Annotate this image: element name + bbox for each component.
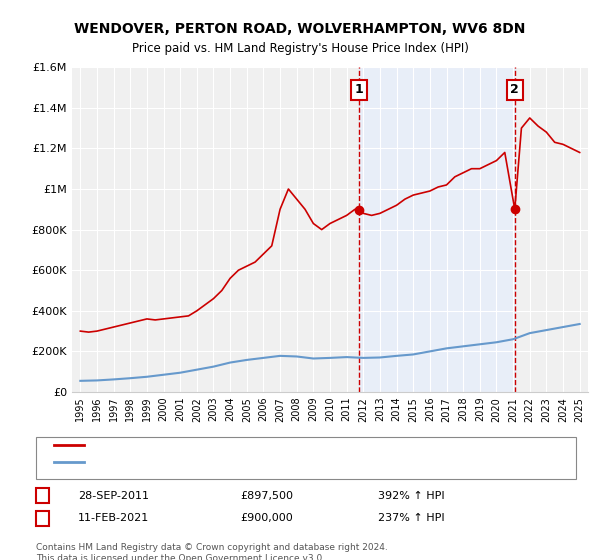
Text: 1: 1: [39, 491, 46, 501]
Text: WENDOVER, PERTON ROAD, WOLVERHAMPTON, WV6 8DN: WENDOVER, PERTON ROAD, WOLVERHAMPTON, WV…: [74, 22, 526, 36]
Text: WENDOVER, PERTON ROAD, WOLVERHAMPTON, WV6 8DN (detached house): WENDOVER, PERTON ROAD, WOLVERHAMPTON, WV…: [90, 440, 464, 450]
Text: HPI: Average price, detached house, Wolverhampton: HPI: Average price, detached house, Wolv…: [90, 457, 348, 467]
Text: 1: 1: [355, 83, 364, 96]
Text: Contains HM Land Registry data © Crown copyright and database right 2024.
This d: Contains HM Land Registry data © Crown c…: [36, 543, 388, 560]
Text: Price paid vs. HM Land Registry's House Price Index (HPI): Price paid vs. HM Land Registry's House …: [131, 42, 469, 55]
Text: £900,000: £900,000: [240, 513, 293, 523]
Text: 2: 2: [39, 513, 46, 523]
Text: £897,500: £897,500: [240, 491, 293, 501]
Text: 392% ↑ HPI: 392% ↑ HPI: [378, 491, 445, 501]
Text: 11-FEB-2021: 11-FEB-2021: [78, 513, 149, 523]
Text: 2: 2: [511, 83, 519, 96]
Text: 28-SEP-2011: 28-SEP-2011: [78, 491, 149, 501]
Text: 237% ↑ HPI: 237% ↑ HPI: [378, 513, 445, 523]
Bar: [359, 67, 515, 392]
